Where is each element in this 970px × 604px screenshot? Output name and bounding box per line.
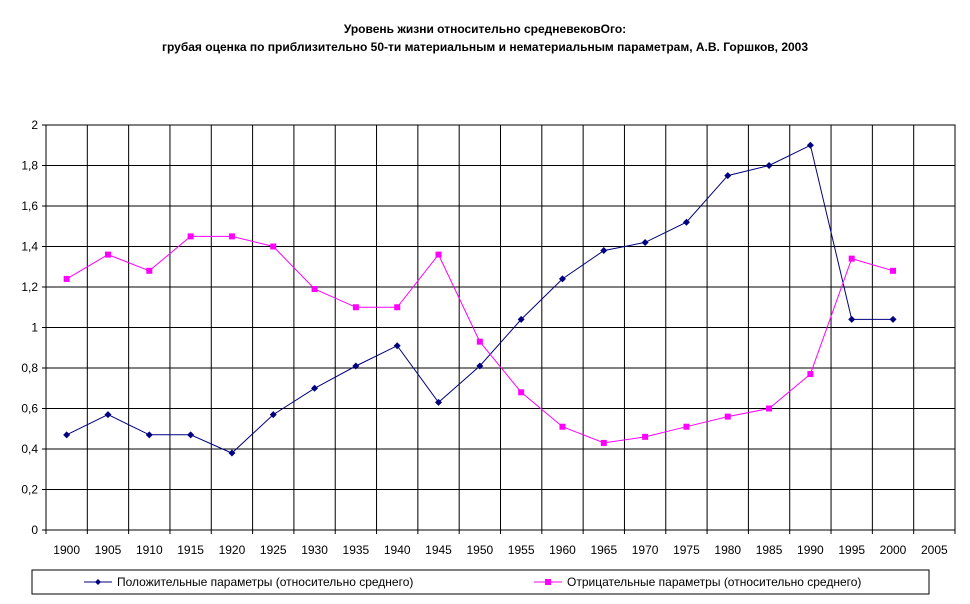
data-point xyxy=(394,304,401,311)
x-tick-label: 2005 xyxy=(921,543,948,557)
x-tick-label: 1900 xyxy=(53,543,80,557)
data-point xyxy=(518,389,525,396)
x-tick-label: 1965 xyxy=(590,543,617,557)
data-point xyxy=(765,162,773,169)
data-point xyxy=(476,338,483,345)
y-tick-label: 1,2 xyxy=(21,280,38,294)
data-point xyxy=(311,384,319,392)
data-point xyxy=(63,275,70,282)
x-tick-label: 1975 xyxy=(673,543,700,557)
chart-title-line-2: грубая оценка по приблизительно 50-ти ма… xyxy=(162,40,808,54)
x-tick-label: 1955 xyxy=(508,543,535,557)
data-point xyxy=(517,315,525,323)
data-point xyxy=(641,238,649,246)
legend-box xyxy=(31,569,930,595)
data-point xyxy=(558,275,566,283)
legend: Положительные параметры (относительно ср… xyxy=(31,569,930,595)
data-point xyxy=(228,233,235,240)
data-point xyxy=(807,371,814,378)
y-tick-label: 2 xyxy=(31,118,38,132)
y-tick-label: 1,4 xyxy=(21,240,38,254)
data-point xyxy=(848,315,856,323)
data-point xyxy=(63,431,71,439)
x-tick-label: 1915 xyxy=(177,543,204,557)
data-point xyxy=(352,304,359,311)
data-point xyxy=(724,413,731,420)
data-point xyxy=(642,433,649,440)
data-point xyxy=(724,172,732,180)
data-point xyxy=(146,267,153,274)
data-point xyxy=(104,251,111,258)
data-point xyxy=(559,423,566,430)
x-axis: 1900 1905 1910 1915 1920 1925 1930 1935 1940 1945… xyxy=(45,530,956,557)
data-point xyxy=(682,218,690,226)
data-point xyxy=(435,398,443,406)
data-point xyxy=(889,315,897,323)
x-tick-label: 1970 xyxy=(632,543,659,557)
x-tick-label: 1950 xyxy=(466,543,493,557)
series-layer xyxy=(63,141,897,457)
y-tick-label: 1,6 xyxy=(21,199,38,213)
chart-title-line-1: Уровень жизни относительно средневековОг… xyxy=(344,22,626,36)
data-point xyxy=(270,243,277,250)
x-tick-label: 1995 xyxy=(838,543,865,557)
series-0 xyxy=(63,141,897,457)
y-tick-label: 1 xyxy=(31,321,38,335)
x-tick-label: 1980 xyxy=(714,543,741,557)
x-tick-label: 1935 xyxy=(343,543,370,557)
y-tick-label: 0,2 xyxy=(21,483,38,497)
x-tick-label: 1910 xyxy=(136,543,163,557)
data-point xyxy=(352,362,360,370)
data-point xyxy=(187,233,194,240)
data-point xyxy=(435,251,442,258)
x-tick-label: 1920 xyxy=(219,543,246,557)
legend-marker-negative xyxy=(545,579,551,585)
x-tick-label: 1990 xyxy=(797,543,824,557)
x-tick-label: 1925 xyxy=(260,543,287,557)
legend-marker-positive xyxy=(95,579,101,585)
legend-label-negative: Отрицательные параметры (относительно ср… xyxy=(567,575,861,589)
x-tick-label: 1940 xyxy=(384,543,411,557)
y-tick-label: 0,8 xyxy=(21,361,38,375)
x-tick-label: 1960 xyxy=(549,543,576,557)
series-1 xyxy=(63,233,897,446)
data-point xyxy=(393,342,401,350)
data-point xyxy=(228,449,236,457)
y-tick-label: 0,6 xyxy=(21,402,38,416)
data-point xyxy=(269,411,277,419)
grid xyxy=(45,124,956,531)
legend-label-positive: Положительные параметры (относительно ср… xyxy=(117,575,413,589)
data-point xyxy=(311,286,318,293)
x-tick-label: 1945 xyxy=(425,543,452,557)
x-tick-label: 1905 xyxy=(95,543,122,557)
data-point xyxy=(766,405,773,412)
data-point xyxy=(848,255,855,262)
y-axis: 0 0,2 0,4 0,6 0,8 1 1,2 1,4 1,6 1,8 2 xyxy=(21,118,46,537)
y-tick-label: 0,4 xyxy=(21,442,38,456)
data-point xyxy=(806,141,814,149)
data-point xyxy=(890,267,897,274)
data-point xyxy=(600,439,607,446)
y-tick-label: 0 xyxy=(31,523,38,537)
data-point xyxy=(476,362,484,370)
data-point xyxy=(683,423,690,430)
y-tick-label: 1,8 xyxy=(21,159,38,173)
x-tick-label: 2000 xyxy=(880,543,907,557)
data-point xyxy=(145,431,153,439)
x-tick-label: 1985 xyxy=(756,543,783,557)
x-tick-label: 1930 xyxy=(301,543,328,557)
data-point xyxy=(600,247,608,255)
data-point xyxy=(104,411,112,419)
data-point xyxy=(187,431,195,439)
